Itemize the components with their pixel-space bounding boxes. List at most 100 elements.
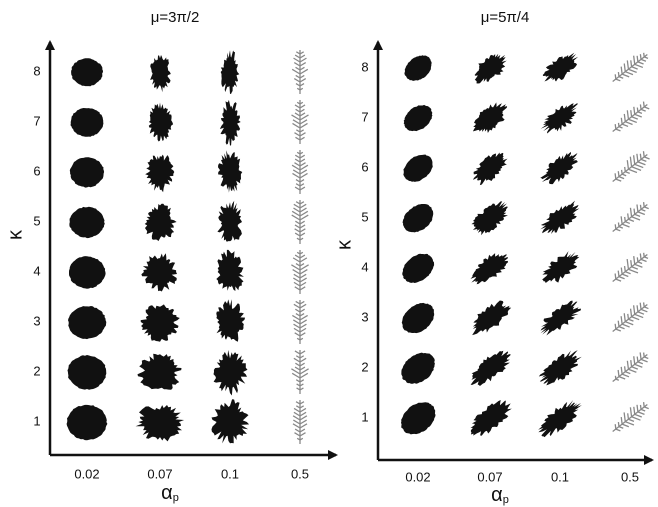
shape bbox=[221, 50, 240, 94]
shape bbox=[535, 196, 584, 241]
shape bbox=[608, 198, 652, 237]
shape bbox=[465, 246, 514, 291]
shape bbox=[608, 398, 653, 438]
shape bbox=[141, 253, 177, 291]
shape bbox=[464, 394, 517, 443]
subscript: p bbox=[173, 492, 179, 504]
shape bbox=[68, 355, 107, 390]
shape bbox=[463, 345, 516, 393]
shape bbox=[70, 157, 104, 187]
shape bbox=[608, 98, 652, 137]
shape bbox=[466, 96, 513, 140]
panel-title: μ=3π/2 bbox=[151, 9, 200, 26]
y-axis-label: κ bbox=[333, 239, 355, 250]
x-tick-label: 0.07 bbox=[477, 469, 502, 484]
figure: μ=3π/2καp0.020.070.10.512345678 μ=5π/4κα… bbox=[0, 0, 658, 507]
shape bbox=[537, 96, 585, 140]
shape bbox=[292, 200, 309, 244]
shape bbox=[396, 297, 441, 340]
shape bbox=[535, 345, 587, 392]
x-axis-label: αp bbox=[161, 482, 179, 504]
shape bbox=[293, 400, 307, 444]
shape bbox=[398, 149, 438, 188]
shape bbox=[218, 150, 242, 192]
shape bbox=[292, 300, 307, 344]
shape bbox=[212, 399, 250, 443]
shape bbox=[145, 204, 177, 241]
shape bbox=[71, 108, 104, 137]
shape bbox=[533, 394, 587, 443]
y-axis-label: κ bbox=[4, 229, 26, 240]
shape bbox=[537, 246, 584, 289]
shape bbox=[467, 147, 512, 189]
y-tick-label: 1 bbox=[33, 413, 40, 428]
shape bbox=[145, 155, 174, 193]
shape bbox=[217, 201, 242, 242]
x-tick-label: 0.1 bbox=[221, 466, 239, 481]
shape bbox=[607, 148, 652, 189]
x-tick-label: 0.5 bbox=[621, 469, 639, 484]
shape bbox=[397, 198, 439, 238]
shape bbox=[464, 295, 515, 342]
panel-title: μ=5π/4 bbox=[481, 9, 530, 26]
subscript: p bbox=[503, 494, 509, 506]
shape bbox=[150, 55, 171, 92]
symbol: α bbox=[161, 482, 173, 504]
y-tick-label: 2 bbox=[361, 359, 368, 374]
y-tick-label: 7 bbox=[33, 113, 40, 128]
shape bbox=[136, 405, 185, 441]
y-tick-label: 6 bbox=[361, 159, 368, 174]
x-tick-label: 0.02 bbox=[74, 466, 99, 481]
shape bbox=[536, 146, 585, 191]
shape bbox=[67, 405, 108, 440]
symbol: α bbox=[491, 484, 503, 506]
shape bbox=[397, 248, 440, 289]
shape bbox=[291, 350, 308, 394]
shape bbox=[216, 250, 244, 291]
shape bbox=[608, 48, 652, 87]
shape bbox=[71, 58, 103, 86]
y-tick-label: 1 bbox=[361, 409, 368, 424]
y-tick-label: 8 bbox=[361, 59, 368, 74]
shape bbox=[141, 304, 180, 341]
shape bbox=[291, 100, 308, 144]
shape bbox=[607, 248, 653, 289]
shape bbox=[400, 50, 437, 86]
shape bbox=[68, 306, 106, 339]
shape bbox=[292, 150, 308, 194]
y-tick-label: 2 bbox=[33, 363, 40, 378]
shape bbox=[149, 103, 173, 142]
y-tick-label: 4 bbox=[361, 259, 368, 274]
x-tick-label: 0.07 bbox=[147, 466, 172, 481]
shape bbox=[538, 47, 584, 89]
shape bbox=[395, 346, 441, 390]
y-tick-label: 6 bbox=[33, 163, 40, 178]
y-tick-label: 3 bbox=[361, 309, 368, 324]
shape bbox=[291, 250, 308, 294]
y-tick-label: 8 bbox=[33, 63, 40, 78]
x-tick-label: 0.1 bbox=[551, 469, 569, 484]
shape bbox=[69, 256, 106, 289]
shape bbox=[292, 50, 308, 94]
x-tick-label: 0.02 bbox=[405, 469, 430, 484]
panel: μ=5π/4 κ αp 0.02 0.07 0.1 0.5 1 2 3 4 5 6 7 8 bbox=[333, 9, 652, 506]
x-axis-label: αp bbox=[491, 484, 509, 506]
shape bbox=[467, 196, 515, 240]
y-tick-label: 5 bbox=[33, 213, 40, 228]
shape bbox=[214, 350, 248, 396]
y-tick-label: 3 bbox=[33, 313, 40, 328]
y-tick-label: 7 bbox=[361, 109, 368, 124]
shape bbox=[138, 354, 182, 390]
shape bbox=[216, 299, 245, 342]
shape bbox=[468, 47, 513, 89]
shape bbox=[608, 298, 652, 337]
shape bbox=[608, 349, 652, 388]
shape bbox=[69, 207, 104, 238]
shape bbox=[535, 296, 585, 341]
shape bbox=[399, 99, 438, 137]
shape bbox=[395, 395, 443, 441]
x-tick-label: 0.5 bbox=[291, 466, 309, 481]
y-tick-label: 5 bbox=[361, 209, 368, 224]
shape bbox=[220, 100, 241, 146]
